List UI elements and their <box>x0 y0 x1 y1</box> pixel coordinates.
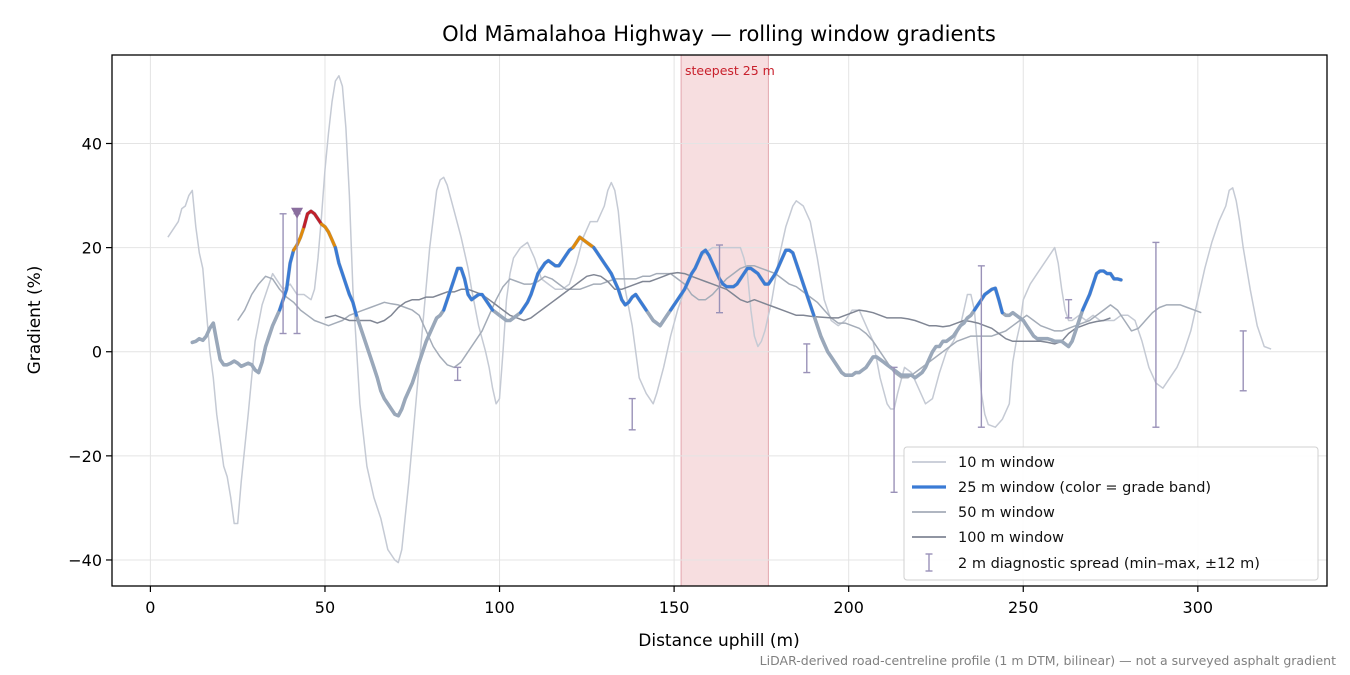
x-tick-label-6: 300 <box>1183 598 1214 617</box>
y-tick-label-0: −40 <box>68 551 102 570</box>
y-tick-label-1: −20 <box>68 447 102 466</box>
axis-ticks: 0 50 100 150 200 250 300 −40 −20 0 20 40 <box>68 135 1213 618</box>
series-25m-band-segment-3 <box>320 222 337 250</box>
legend-label-25m: 25 m window (color = grade band) <box>958 480 1211 496</box>
chart-title: Old Māmalahoa Highway — rolling window g… <box>442 22 996 46</box>
legend-label-50m: 50 m window <box>958 505 1055 521</box>
legend-box <box>903 446 1319 581</box>
series-25m-band-segment-10 <box>972 286 1004 315</box>
series-25m-band-segment-9 <box>669 248 816 317</box>
series-25m-band-segment-2 <box>302 209 323 229</box>
series-25m-band-segment-4 <box>333 246 358 317</box>
x-tick-label-0: 0 <box>145 598 155 617</box>
steepest-region-band <box>680 54 769 587</box>
legend: 10 m window 25 m window (color = grade b… <box>903 446 1319 581</box>
legend-label-100m: 100 m window <box>958 530 1064 546</box>
y-axis-label: Gradient (%) <box>25 266 45 375</box>
highlight-label: steepest 25 m <box>685 63 775 78</box>
max-gradient-marker <box>291 207 304 219</box>
x-tick-label-2: 100 <box>484 598 515 617</box>
y-tick-label-2: 0 <box>92 343 102 362</box>
series-25m-band-segment-1 <box>292 225 306 252</box>
x-tick-label-4: 200 <box>833 598 864 617</box>
legend-label-diagnostic: 2 m diagnostic spread (min–max, ±12 m) <box>958 556 1260 572</box>
y-tick-label-3: 20 <box>82 239 102 258</box>
x-tick-label-5: 250 <box>1008 598 1039 617</box>
x-tick-label-3: 150 <box>659 598 690 617</box>
x-axis-label: Distance uphill (m) <box>638 631 799 651</box>
y-tick-label-4: 40 <box>82 135 102 154</box>
series-25m-band-segment-6 <box>519 246 575 315</box>
legend-label-10m: 10 m window <box>958 455 1055 471</box>
series-line-10m <box>167 75 1272 564</box>
plot-frame <box>111 54 1328 587</box>
series-25m-band-segment-5 <box>442 266 495 312</box>
plot-area <box>112 54 1327 587</box>
series-25m-band-segment-8 <box>592 246 648 312</box>
series-25m-band-segment-7 <box>571 235 596 250</box>
footnote: LiDAR-derived road-centreline profile (1… <box>760 653 1336 668</box>
series-25m-band-segment-11 <box>1081 269 1123 312</box>
x-tick-label-1: 50 <box>315 598 335 617</box>
